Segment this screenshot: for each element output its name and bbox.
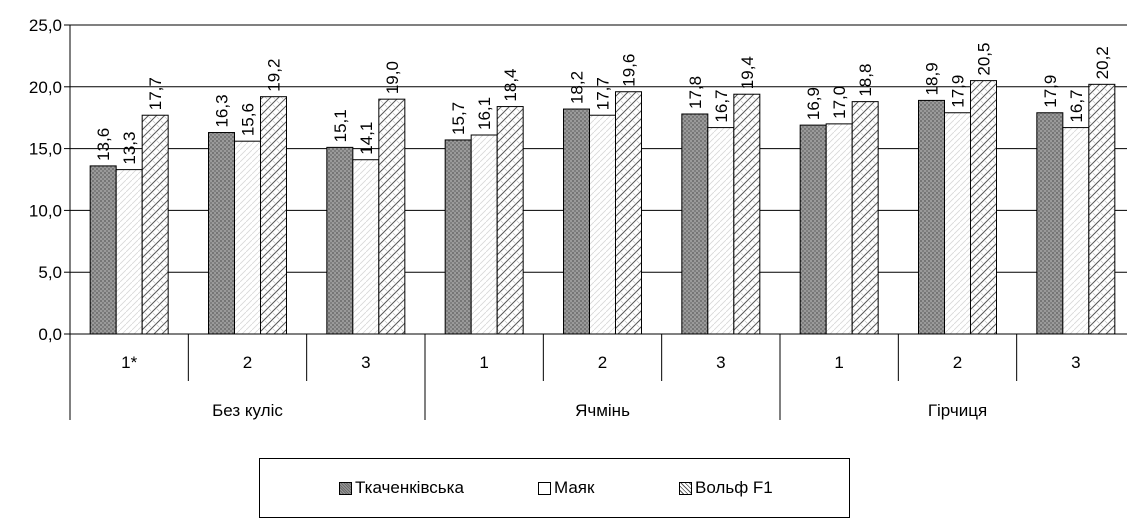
bar [234,140,261,335]
legend-item-mayak: Маяк [538,478,594,498]
data-label: 16,1 [475,97,494,130]
data-label: 18,4 [501,68,520,101]
data-label: 13,6 [94,128,113,161]
data-label: 14,1 [357,122,376,155]
data-label: 13,3 [120,132,139,165]
data-label: 18,2 [568,71,587,104]
legend-swatch-light [538,481,551,495]
data-label: 17,7 [146,77,165,110]
data-label: 19,0 [383,61,402,94]
data-label: 16,3 [213,94,232,127]
y-tick-label: 15,0 [29,140,62,159]
bar [470,134,498,335]
bar [707,127,735,335]
data-label: 18,9 [923,62,942,95]
data-label: 17,7 [594,77,613,110]
bar [1062,127,1090,335]
bar [733,93,761,335]
y-tick-label: 0,0 [38,325,62,344]
bar [208,132,235,335]
bar [825,123,853,335]
bar [352,159,380,335]
legend: Ткаченківська Маяк Вольф F1 [259,458,850,518]
data-label: 20,2 [1093,46,1112,79]
bar [681,113,709,335]
data-label: 20,5 [975,43,994,76]
bar [563,108,590,335]
bar [89,165,117,335]
bar [1088,83,1116,335]
data-label: 17,8 [686,76,705,109]
bar [851,101,879,335]
data-label: 19,6 [620,54,639,87]
bar [1036,112,1064,335]
y-tick-label: 5,0 [38,263,62,282]
data-label: 16,7 [712,89,731,122]
bar [918,99,945,335]
data-label: 16,7 [1067,89,1086,122]
bar [496,106,524,335]
data-label: 19,2 [265,59,284,92]
legend-item-volf-f1: Вольф F1 [679,478,773,498]
group-label: Без куліс [212,401,283,420]
data-label: 17,0 [830,86,849,119]
category-label: 2 [598,353,607,372]
bar [326,146,354,335]
bar [260,96,287,335]
legend-label: Ткаченківська [355,478,464,497]
bar [115,169,143,335]
group-label: Гірчиця [928,401,987,420]
data-label: 15,6 [239,103,258,136]
group-label: Ячмінь [575,401,630,420]
category-label: 3 [1071,353,1080,372]
data-label: 17,9 [949,75,968,108]
category-label: 3 [361,353,370,372]
bar [615,91,642,335]
category-label: 2 [953,353,962,372]
legend-label: Вольф F1 [695,478,773,497]
y-tick-label: 25,0 [29,16,62,35]
category-label: 1 [479,353,488,372]
bar [970,80,997,335]
data-label: 18,8 [856,64,875,97]
category-label: 2 [243,353,252,372]
bar [944,112,971,335]
data-label: 15,1 [331,109,350,142]
y-tick-label: 10,0 [29,201,62,220]
legend-item-tkachenkivska: Ткаченківська [339,478,464,498]
legend-label: Маяк [554,478,595,497]
data-label: 17,9 [1041,75,1060,108]
y-tick-label: 20,0 [29,78,62,97]
bar [444,139,472,335]
bar [799,124,827,335]
bar [141,114,169,335]
category-label: 3 [716,353,725,372]
bar [378,98,406,335]
data-label: 19,4 [738,56,757,89]
category-label: 1* [121,353,137,372]
data-label: 15,7 [449,102,468,135]
bar [589,114,616,335]
category-label: 1 [834,353,843,372]
legend-swatch-dotted [339,481,352,495]
data-label: 16,9 [804,87,823,120]
legend-swatch-hatched [679,481,692,495]
